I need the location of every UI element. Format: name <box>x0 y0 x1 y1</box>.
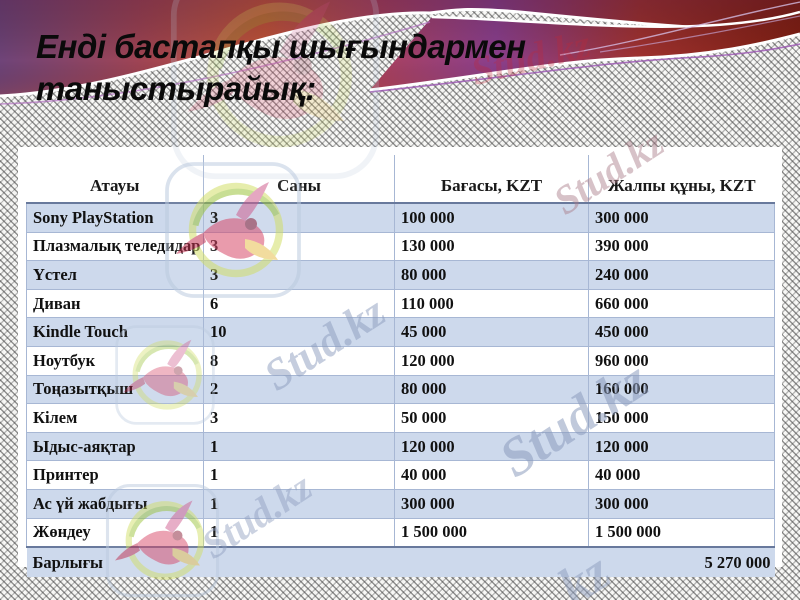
cell-price: 40 000 <box>394 460 589 490</box>
cell-price: 120 000 <box>394 345 589 376</box>
cell-name: Диван <box>26 288 204 319</box>
table-row: Үстел 3 80 000 240 000 <box>26 260 775 290</box>
slide-title: Енді бастапқы шығындармен таныстырайық: <box>36 26 596 110</box>
cell-name: Тоңазытқыш <box>26 374 204 405</box>
cell-price: 100 000 <box>394 202 589 233</box>
table-row: Кілем 3 50 000 150 000 <box>26 403 775 433</box>
table-row: Ас үй жабдығы 1 300 000 300 000 <box>26 488 775 519</box>
cell-total: 660 000 <box>588 288 775 319</box>
table-row: Жөндеу 1 1 500 000 1 500 000 <box>26 517 775 548</box>
cell-name: Ыдыс-аяқтар <box>26 431 204 462</box>
cell-price: 300 000 <box>394 488 589 519</box>
table-row: Принтер 1 40 000 40 000 <box>26 460 775 490</box>
cell-name: Кілем <box>26 403 204 433</box>
cell-total: 160 000 <box>588 374 775 405</box>
cell-name: Принтер <box>26 460 204 490</box>
cell-total: 450 000 <box>588 317 775 347</box>
table-total-row: Барлығы 5 270 000 <box>26 546 775 578</box>
header-name: Атауы <box>26 155 204 204</box>
table-row: Плазмалық теледидар 3 130 000 390 000 <box>26 231 775 262</box>
cell-name: Kindle Touch <box>26 317 204 347</box>
table-row: Тоңазытқыш 2 80 000 160 000 <box>26 374 775 405</box>
cell-name: Жөндеу <box>26 517 204 548</box>
table-row: Диван 6 110 000 660 000 <box>26 288 775 319</box>
cell-total: 1 500 000 <box>588 517 775 548</box>
cost-table-container: Атауы Саны Бағасы, KZT Жалпы құны, KZT S… <box>18 147 782 578</box>
cell-qty: 10 <box>203 317 395 347</box>
total-label: Барлығы <box>26 546 589 578</box>
cell-price: 80 000 <box>394 374 589 405</box>
cell-price: 110 000 <box>394 288 589 319</box>
cell-qty: 3 <box>203 403 395 433</box>
cell-qty: 8 <box>203 345 395 376</box>
cell-qty: 3 <box>203 260 395 290</box>
cell-price: 120 000 <box>394 431 589 462</box>
slide-title-line1: Енді бастапқы шығындармен <box>36 28 526 65</box>
table-row: Kindle Touch 10 45 000 450 000 <box>26 317 775 347</box>
cell-qty: 1 <box>203 517 395 548</box>
total-value: 5 270 000 <box>588 546 775 578</box>
cell-qty: 1 <box>203 431 395 462</box>
cell-total: 960 000 <box>588 345 775 376</box>
table-header-row: Атауы Саны Бағасы, KZT Жалпы құны, KZT <box>26 155 775 204</box>
cell-total: 300 000 <box>588 202 775 233</box>
cell-qty: 3 <box>203 202 395 233</box>
cell-name: Үстел <box>26 260 204 290</box>
cell-price: 80 000 <box>394 260 589 290</box>
header-price: Бағасы, KZT <box>394 155 589 204</box>
startup-costs-table: Атауы Саны Бағасы, KZT Жалпы құны, KZT S… <box>26 155 775 578</box>
cell-name: Плазмалық теледидар <box>26 231 204 262</box>
cell-total: 120 000 <box>588 431 775 462</box>
cell-total: 390 000 <box>588 231 775 262</box>
table-row: Ноутбук 8 120 000 960 000 <box>26 345 775 376</box>
cell-total: 150 000 <box>588 403 775 433</box>
table-row: Sony PlayStation 3 100 000 300 000 <box>26 202 775 233</box>
header-quantity: Саны <box>203 155 395 204</box>
cell-total: 240 000 <box>588 260 775 290</box>
cell-name: Ас үй жабдығы <box>26 488 204 519</box>
header-total-cost: Жалпы құны, KZT <box>588 155 775 204</box>
cell-name: Ноутбук <box>26 345 204 376</box>
cell-total: 40 000 <box>588 460 775 490</box>
cell-price: 130 000 <box>394 231 589 262</box>
cell-price: 1 500 000 <box>394 517 589 548</box>
cell-qty: 6 <box>203 288 395 319</box>
cell-qty: 3 <box>203 231 395 262</box>
table-row: Ыдыс-аяқтар 1 120 000 120 000 <box>26 431 775 462</box>
cell-qty: 1 <box>203 488 395 519</box>
cell-total: 300 000 <box>588 488 775 519</box>
cell-name: Sony PlayStation <box>26 202 204 233</box>
cell-price: 50 000 <box>394 403 589 433</box>
cell-price: 45 000 <box>394 317 589 347</box>
slide-title-line2: таныстырайық: <box>36 70 316 108</box>
cell-qty: 1 <box>203 460 395 490</box>
cell-qty: 2 <box>203 374 395 405</box>
